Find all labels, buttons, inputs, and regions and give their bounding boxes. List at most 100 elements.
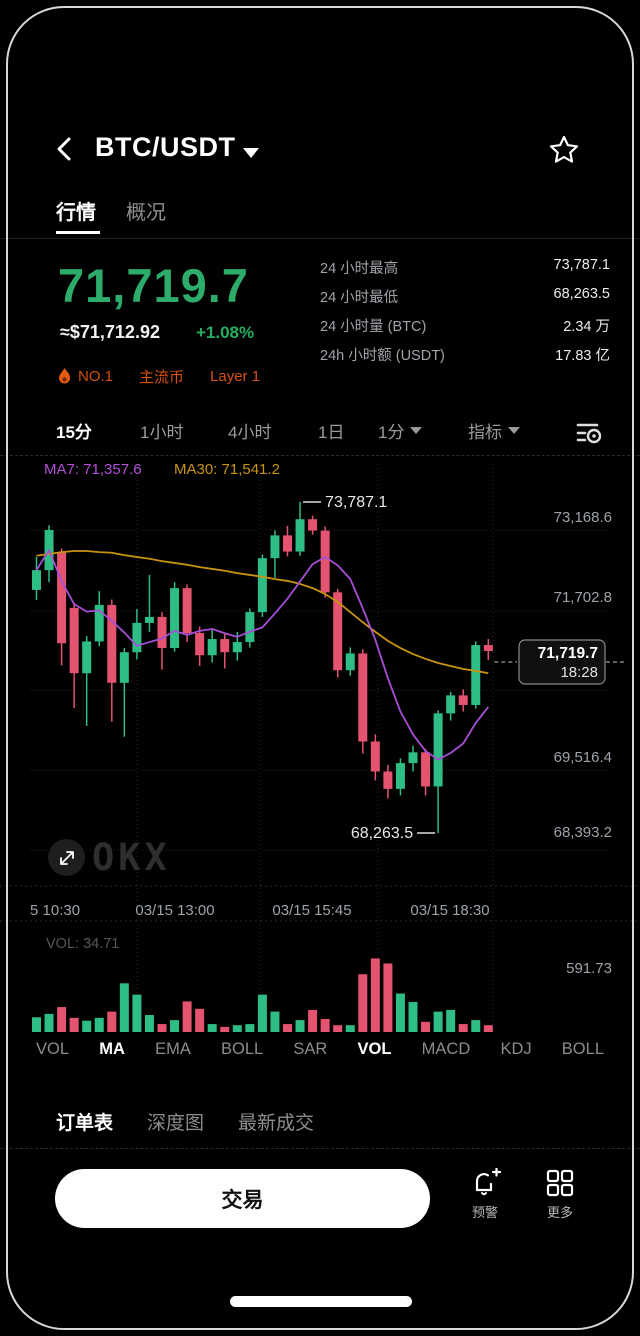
- alert-button[interactable]: 预警: [455, 1168, 515, 1221]
- tab-overview[interactable]: 概况: [126, 202, 166, 224]
- candle-up: [119, 652, 129, 683]
- interval-dropdown[interactable]: 1分: [378, 418, 423, 443]
- indicator-boll-1[interactable]: BOLL: [221, 1040, 264, 1058]
- pair-dropdown-icon[interactable]: [243, 148, 259, 158]
- timeframe-4h[interactable]: 4小时: [228, 423, 272, 442]
- tab-market[interactable]: 行情: [56, 202, 96, 224]
- volume-max-label: 591.73: [566, 960, 612, 977]
- tag-price: 71,719.7: [538, 645, 598, 662]
- chart-settings-icon: [576, 423, 602, 444]
- candle-down: [421, 752, 431, 787]
- bell-plus-icon: [475, 1168, 501, 1196]
- trade-button[interactable]: 交易: [55, 1169, 430, 1228]
- rank-badge[interactable]: NO.1: [58, 368, 113, 385]
- y-axis-label: 71,702.8: [554, 589, 612, 606]
- okx-watermark: OKX: [92, 836, 171, 879]
- stat-value: 2.34 万: [563, 319, 610, 335]
- indicator-sar[interactable]: SAR: [293, 1040, 328, 1058]
- timeframe-1d[interactable]: 1日: [318, 423, 345, 442]
- stat-value: 68,263.5: [553, 286, 610, 302]
- home-indicator: [230, 1296, 412, 1307]
- volume-bar: [283, 1024, 292, 1032]
- stats-panel: 24 小时最高 73,787.1 24 小时最低 68,263.5 24 小时量 (…: [320, 257, 610, 373]
- fullscreen-button[interactable]: [48, 839, 85, 876]
- indicator-ma[interactable]: MA: [99, 1040, 125, 1058]
- candle-down: [283, 535, 292, 552]
- category-badge[interactable]: 主流币: [139, 369, 185, 386]
- y-axis-label: 73,168.6: [554, 509, 612, 526]
- candle-up: [245, 612, 255, 643]
- candle-down: [358, 653, 368, 742]
- candle-up: [345, 653, 355, 671]
- candle-up: [82, 641, 92, 674]
- volume-bar: [32, 1017, 41, 1032]
- volume-bar: [458, 1024, 468, 1032]
- candle-down: [383, 771, 393, 789]
- indicator-vol-1[interactable]: VOL: [36, 1040, 70, 1058]
- volume-bar: [57, 1007, 67, 1032]
- tab-depth-chart[interactable]: 深度图: [147, 1113, 205, 1134]
- candle-down: [195, 633, 205, 656]
- more-button[interactable]: 更多: [530, 1168, 590, 1221]
- indicator-vol-2[interactable]: VOL: [357, 1040, 392, 1058]
- x-axis-label: 03/15 15:45: [272, 902, 351, 919]
- more-button-label: 更多: [546, 1205, 573, 1220]
- candle-up: [207, 639, 217, 656]
- stat-label: 24 小时最低: [320, 290, 399, 306]
- volume-bar: [195, 1008, 205, 1032]
- price-chart[interactable]: 73,787.1 68,263.5 71,719.7 18:28 73,168.6 71,…: [0, 455, 640, 1035]
- candle-up: [257, 558, 267, 613]
- volume-bar: [245, 1024, 255, 1032]
- indicator-ema[interactable]: EMA: [155, 1040, 191, 1058]
- interval-dropdown-label: 1分: [378, 423, 405, 442]
- stat-row: 24 小时最低 68,263.5: [320, 286, 610, 307]
- stat-row: 24h 小时额 (USDT) 17.83 亿: [320, 344, 610, 365]
- indicator-kdj[interactable]: KDJ: [500, 1040, 532, 1058]
- candle-down: [107, 604, 117, 683]
- volume-bar: [408, 1001, 418, 1032]
- indicator-boll-2[interactable]: BOLL: [561, 1040, 604, 1058]
- volume-bar: [370, 958, 380, 1032]
- timeframe-15m[interactable]: 15分: [56, 423, 92, 442]
- price-tag-layer: 71,719.7 18:28: [494, 639, 625, 685]
- indicator-dropdown[interactable]: 指标: [468, 418, 520, 443]
- indicator-macd[interactable]: MACD: [421, 1040, 471, 1058]
- volume-bar: [358, 974, 368, 1032]
- grid-layer: [0, 460, 640, 1032]
- fiat-price: ≈$71,712.92: [60, 322, 160, 342]
- volume-bar: [483, 1025, 493, 1032]
- candle-down: [182, 588, 192, 634]
- annotations-layer: 73,787.1 68,263.5: [303, 494, 436, 842]
- ma7-line: [35, 549, 490, 761]
- chart-settings-button[interactable]: [574, 417, 604, 447]
- volume-bar: [446, 1009, 456, 1032]
- pair-title[interactable]: BTC/USDT: [95, 132, 236, 162]
- volume-bar: [232, 1025, 242, 1032]
- y-axis-label: 68,393.2: [554, 824, 612, 841]
- x-axis-label: 03/15 18:30: [410, 902, 489, 919]
- candle-down: [157, 616, 167, 649]
- layer-badge[interactable]: Layer 1: [210, 368, 261, 385]
- volume-bar: [308, 1009, 318, 1032]
- volume-bar: [182, 1001, 192, 1032]
- candle-down: [458, 695, 468, 705]
- candles-layer: [32, 502, 493, 833]
- back-button[interactable]: [52, 136, 78, 162]
- stat-row: 24 小时量 (BTC) 2.34 万: [320, 315, 610, 336]
- tab-order-book[interactable]: 订单表: [56, 1113, 114, 1134]
- candle-down: [333, 592, 343, 671]
- timeframe-1h[interactable]: 1小时: [140, 423, 184, 442]
- volume-bar: [257, 994, 267, 1032]
- expand-arrows-icon: [59, 850, 74, 865]
- high-annotation: 73,787.1: [325, 494, 387, 511]
- indicator-dropdown-label: 指标: [468, 423, 502, 442]
- change-percent: +1.08%: [196, 323, 255, 342]
- star-icon: [549, 135, 579, 163]
- volume-bar: [144, 1015, 154, 1032]
- volume-labels: VOL: 34.71 591.73: [46, 936, 612, 977]
- tab-latest-trades[interactable]: 最新成交: [238, 1113, 315, 1134]
- volume-bar: [44, 1013, 54, 1032]
- favorite-star-button[interactable]: [547, 133, 581, 167]
- candle-up: [270, 535, 280, 559]
